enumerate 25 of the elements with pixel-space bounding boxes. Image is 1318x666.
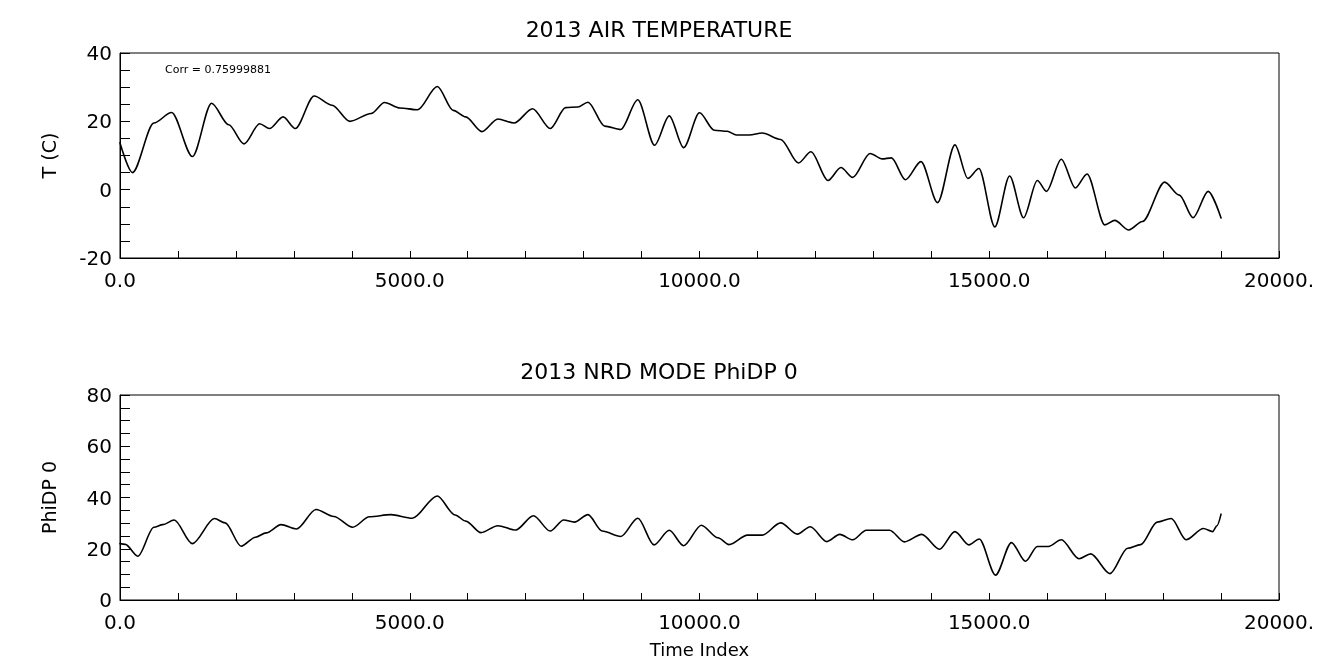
- y-tick-label: 0: [99, 177, 112, 202]
- x-tick-label: 20000.: [1244, 610, 1314, 634]
- y-tick-label: 80: [86, 383, 112, 407]
- x-tick-label: 10000.0: [658, 610, 741, 634]
- chart-title: 2013 AIR TEMPERATURE: [525, 16, 793, 42]
- x-tick-label: 15000.0: [947, 610, 1031, 634]
- x-tick-label: 0.0: [104, 268, 136, 292]
- x-tick-label: 5000.0: [374, 610, 445, 634]
- x-axis-title: Time Index: [648, 638, 750, 660]
- x-tick-label: 20000.: [1244, 268, 1314, 292]
- y-tick-label: 20: [86, 536, 112, 561]
- y-tick-label: 0: [99, 588, 112, 612]
- chart-title: 2013 NRD MODE PhiDP 0: [520, 358, 798, 384]
- y-tick-label: -20: [79, 246, 112, 270]
- x-tick-label: 5000.0: [374, 268, 445, 292]
- x-tick-label: 10000.0: [658, 268, 741, 292]
- y-tick-label: 40: [86, 41, 112, 65]
- y-tick-label: 60: [86, 434, 112, 459]
- y-axis-title: T (C): [37, 132, 60, 180]
- x-tick-label: 15000.0: [947, 268, 1031, 292]
- y-axis-title: PhiDP 0: [37, 461, 60, 534]
- annotation: Corr = 0.75999881: [165, 63, 271, 76]
- x-tick-label: 0.0: [104, 610, 136, 634]
- y-tick-label: 40: [86, 485, 112, 510]
- y-tick-label: 20: [86, 109, 112, 134]
